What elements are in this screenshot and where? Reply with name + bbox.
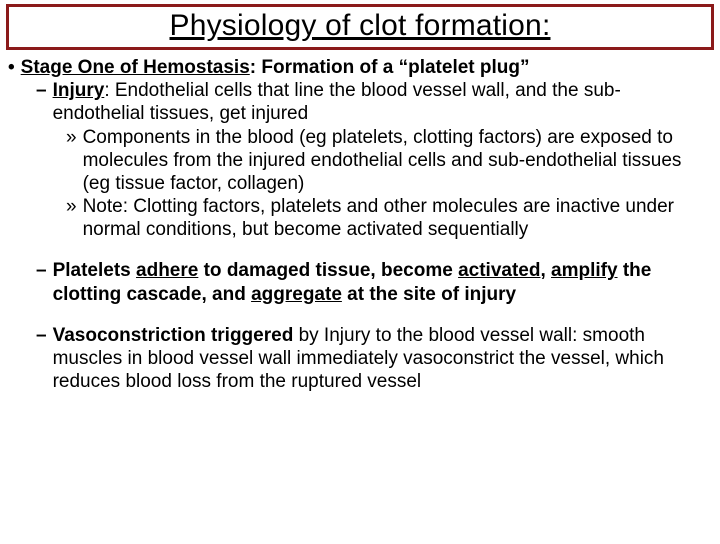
bullet-note: » Note: Clotting factors, platelets and … xyxy=(8,195,712,241)
title-box: Physiology of clot formation: xyxy=(6,4,714,50)
platelets-text: Platelets adhere to damaged tissue, beco… xyxy=(53,259,712,305)
bullet-dash-icon: – xyxy=(36,259,47,282)
bullet-components: » Components in the blood (eg platelets,… xyxy=(8,126,712,196)
bullet-dot-icon: • xyxy=(8,56,15,79)
bullet-dash-icon: – xyxy=(36,79,47,102)
stage-one-text: Stage One of Hemostasis: Formation of a … xyxy=(21,56,712,79)
bullet-vasoconstriction: – Vasoconstriction triggered by Injury t… xyxy=(8,324,712,394)
bullet-stage-one: • Stage One of Hemostasis: Formation of … xyxy=(8,56,712,79)
injury-text: Injury: Endothelial cells that line the … xyxy=(53,79,712,125)
bullet-raquo-icon: » xyxy=(66,195,77,218)
bullet-platelets: – Platelets adhere to damaged tissue, be… xyxy=(8,259,712,305)
content-area: • Stage One of Hemostasis: Formation of … xyxy=(0,56,720,393)
bullet-injury: – Injury: Endothelial cells that line th… xyxy=(8,79,712,125)
bullet-raquo-icon: » xyxy=(66,126,77,149)
bullet-dash-icon: – xyxy=(36,324,47,347)
note-text: Note: Clotting factors, platelets and ot… xyxy=(83,195,712,241)
components-text: Components in the blood (eg platelets, c… xyxy=(83,126,712,196)
vasoconstriction-text: Vasoconstriction triggered by Injury to … xyxy=(53,324,712,394)
slide-title: Physiology of clot formation: xyxy=(170,9,551,42)
